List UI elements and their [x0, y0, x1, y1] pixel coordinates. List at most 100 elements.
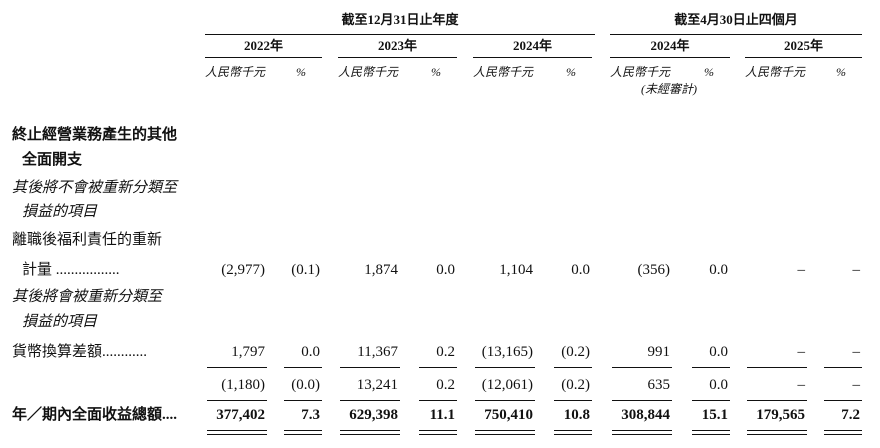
- rule: [284, 434, 322, 435]
- cell-value: (2,977): [221, 262, 265, 278]
- cell-value: (1,180): [221, 377, 265, 393]
- rule: [692, 367, 730, 368]
- cell-value: 0.0: [709, 377, 728, 393]
- row-label: 其後將會被重新分類至: [12, 289, 163, 305]
- cell-value: –: [797, 262, 806, 278]
- rule: [340, 434, 400, 435]
- cell-value: 308,844: [621, 407, 670, 423]
- group-header: 截至12月31日止年度: [341, 12, 459, 27]
- cell-value: 991: [647, 344, 671, 360]
- year-header: 2024年: [650, 38, 690, 53]
- rule: [747, 400, 807, 401]
- rule: [207, 367, 267, 368]
- rule: [475, 434, 535, 435]
- rule: [612, 367, 672, 368]
- cell-value: (12,061): [481, 377, 533, 393]
- unit-label: 人民幣千元: [338, 65, 399, 79]
- cell-value: 7.2: [841, 407, 860, 423]
- rule: [207, 400, 267, 401]
- rule: [692, 430, 730, 431]
- cell-value: (356): [637, 262, 671, 278]
- row-label: 損益的項目: [22, 314, 98, 330]
- rule: [473, 57, 592, 58]
- rule: [284, 400, 322, 401]
- cell-value: 0.0: [709, 344, 728, 360]
- row-label: 離職後福利責任的重新: [12, 232, 163, 248]
- rule: [284, 367, 322, 368]
- cell-value: 0.0: [709, 262, 728, 278]
- year-header: 2024年: [512, 38, 553, 53]
- cell-value: 11.1: [429, 407, 455, 423]
- pct-label: %: [704, 65, 714, 79]
- cell-value: 0.2: [436, 377, 455, 393]
- rule: [475, 430, 535, 431]
- rule: [554, 430, 592, 431]
- cell-value: 179,565: [756, 407, 805, 423]
- rule: [747, 430, 807, 431]
- cell-value: 0.0: [301, 344, 320, 360]
- rule: [554, 367, 592, 368]
- cell-value: 1,874: [364, 262, 398, 278]
- header-rule: [610, 34, 862, 35]
- cell-value: (0.0): [291, 377, 320, 393]
- cell-value: –: [797, 377, 806, 393]
- rule: [475, 367, 535, 368]
- rule: [747, 367, 807, 368]
- cell-value: 377,402: [216, 407, 265, 423]
- cell-value: 10.8: [563, 407, 590, 423]
- rule: [207, 434, 267, 435]
- cell-value: 13,241: [356, 377, 398, 393]
- rule: [419, 400, 457, 401]
- unit-label: 人民幣千元: [205, 65, 266, 79]
- rule: [692, 434, 730, 435]
- rule: [419, 430, 457, 431]
- rule: [612, 400, 672, 401]
- rule: [284, 430, 322, 431]
- cell-value: (0.2): [561, 344, 590, 360]
- unit-label: 人民幣千元: [473, 65, 534, 79]
- row-label: 損益的項目: [22, 204, 98, 220]
- row-label: 貨幣換算差額............: [12, 344, 148, 360]
- unit-label: 人民幣千元: [745, 65, 806, 79]
- cell-value: 15.1: [701, 407, 728, 423]
- unit-label: 人民幣千元: [610, 65, 671, 79]
- pct-label: %: [296, 65, 306, 79]
- rule: [824, 367, 862, 368]
- cell-value: 1,797: [231, 344, 265, 360]
- cell-value: 0.0: [571, 262, 590, 278]
- rule: [207, 430, 267, 431]
- cell-value: –: [852, 262, 861, 278]
- row-label: 其後將不會被重新分類至: [12, 180, 178, 196]
- rule: [554, 400, 592, 401]
- rule: [824, 400, 862, 401]
- year-header: 2022年: [243, 38, 284, 53]
- rule: [338, 57, 457, 58]
- rule: [610, 57, 730, 58]
- cell-value: 629,398: [349, 407, 398, 423]
- cell-value: (0.2): [561, 377, 590, 393]
- rule: [340, 430, 400, 431]
- rule: [612, 430, 672, 431]
- pct-label: %: [431, 65, 441, 79]
- rule: [612, 434, 672, 435]
- cell-value: 0.0: [436, 262, 455, 278]
- rule: [554, 434, 592, 435]
- rule: [692, 400, 730, 401]
- rule: [340, 400, 400, 401]
- cell-value: (0.1): [291, 262, 320, 278]
- pct-label: %: [566, 65, 576, 79]
- rule: [475, 400, 535, 401]
- header-rule: [205, 34, 595, 35]
- cell-value: –: [852, 344, 861, 360]
- cell-value: (13,165): [481, 344, 533, 360]
- row-label: 終止經營業務產生的其他: [12, 127, 178, 143]
- rule: [747, 434, 807, 435]
- unaudited-note: (未經審計): [641, 82, 697, 96]
- year-header: 2025年: [783, 38, 824, 53]
- rule: [419, 367, 457, 368]
- cell-value: 7.3: [301, 407, 320, 423]
- cell-value: 0.2: [436, 344, 455, 360]
- cell-value: 635: [647, 377, 671, 393]
- row-label: 年／期內全面收益總額....: [12, 407, 178, 423]
